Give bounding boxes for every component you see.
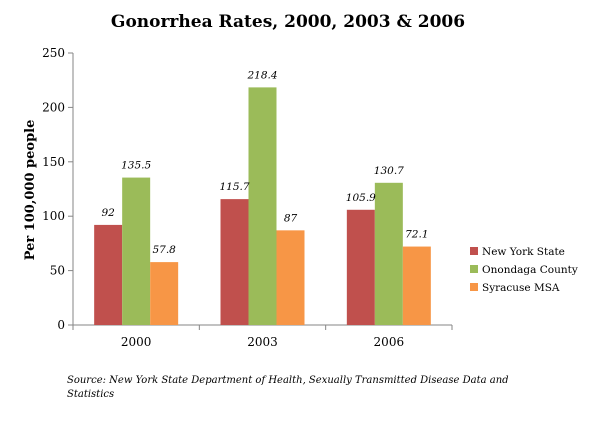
bar: [220, 199, 249, 325]
bar: [276, 230, 305, 325]
data-label: 92: [101, 207, 115, 219]
data-labels: 92 115.7 105.9 135.5 218.4 130.7 57.8 87 72.1: [101, 69, 428, 256]
data-label: 72.1: [405, 229, 428, 241]
bar: [402, 246, 431, 325]
bar: [248, 87, 277, 325]
data-label: 130.7: [374, 165, 404, 177]
y-axis-label: Per 100,000 people: [23, 120, 38, 261]
data-label: 218.4: [246, 69, 277, 81]
y-tick-label: 150: [42, 155, 65, 169]
y-tick-label: 200: [42, 100, 65, 114]
y-tick-label: 0: [57, 318, 65, 332]
data-label: 115.7: [219, 181, 249, 193]
bars: [94, 87, 431, 325]
x-tick-label: 2003: [247, 335, 278, 349]
legend-label: Onondaga County: [482, 264, 578, 276]
legend: New York State Onondaga County Syracuse MS…: [470, 246, 578, 294]
x-tick-label: 2000: [121, 335, 152, 349]
bar: [346, 209, 375, 325]
legend-label: Syracuse MSA: [482, 282, 560, 294]
bar: [150, 262, 179, 325]
source-note: Source: New York State Department of Hea…: [67, 375, 509, 400]
legend-swatch: [470, 265, 478, 273]
legend-label: New York State: [482, 246, 565, 258]
data-label: 87: [284, 212, 298, 224]
bar: [374, 182, 403, 325]
x-axis: 2000 2003 2006: [72, 324, 453, 349]
y-tick-label: 100: [42, 209, 65, 223]
data-label: 57.8: [152, 244, 176, 256]
y-axis: 0 50 100 150 200 250: [42, 46, 74, 332]
legend-swatch: [470, 247, 478, 255]
y-tick-label: 250: [42, 46, 65, 60]
data-label: 105.9: [346, 192, 376, 204]
bar: [122, 177, 151, 325]
bar: [94, 224, 123, 325]
x-tick-label: 2006: [374, 335, 405, 349]
legend-swatch: [470, 283, 478, 291]
y-tick-label: 50: [50, 264, 65, 278]
chart-title: Gonorrhea Rates, 2000, 2003 & 2006: [111, 12, 465, 32]
data-label: 135.5: [121, 160, 151, 172]
